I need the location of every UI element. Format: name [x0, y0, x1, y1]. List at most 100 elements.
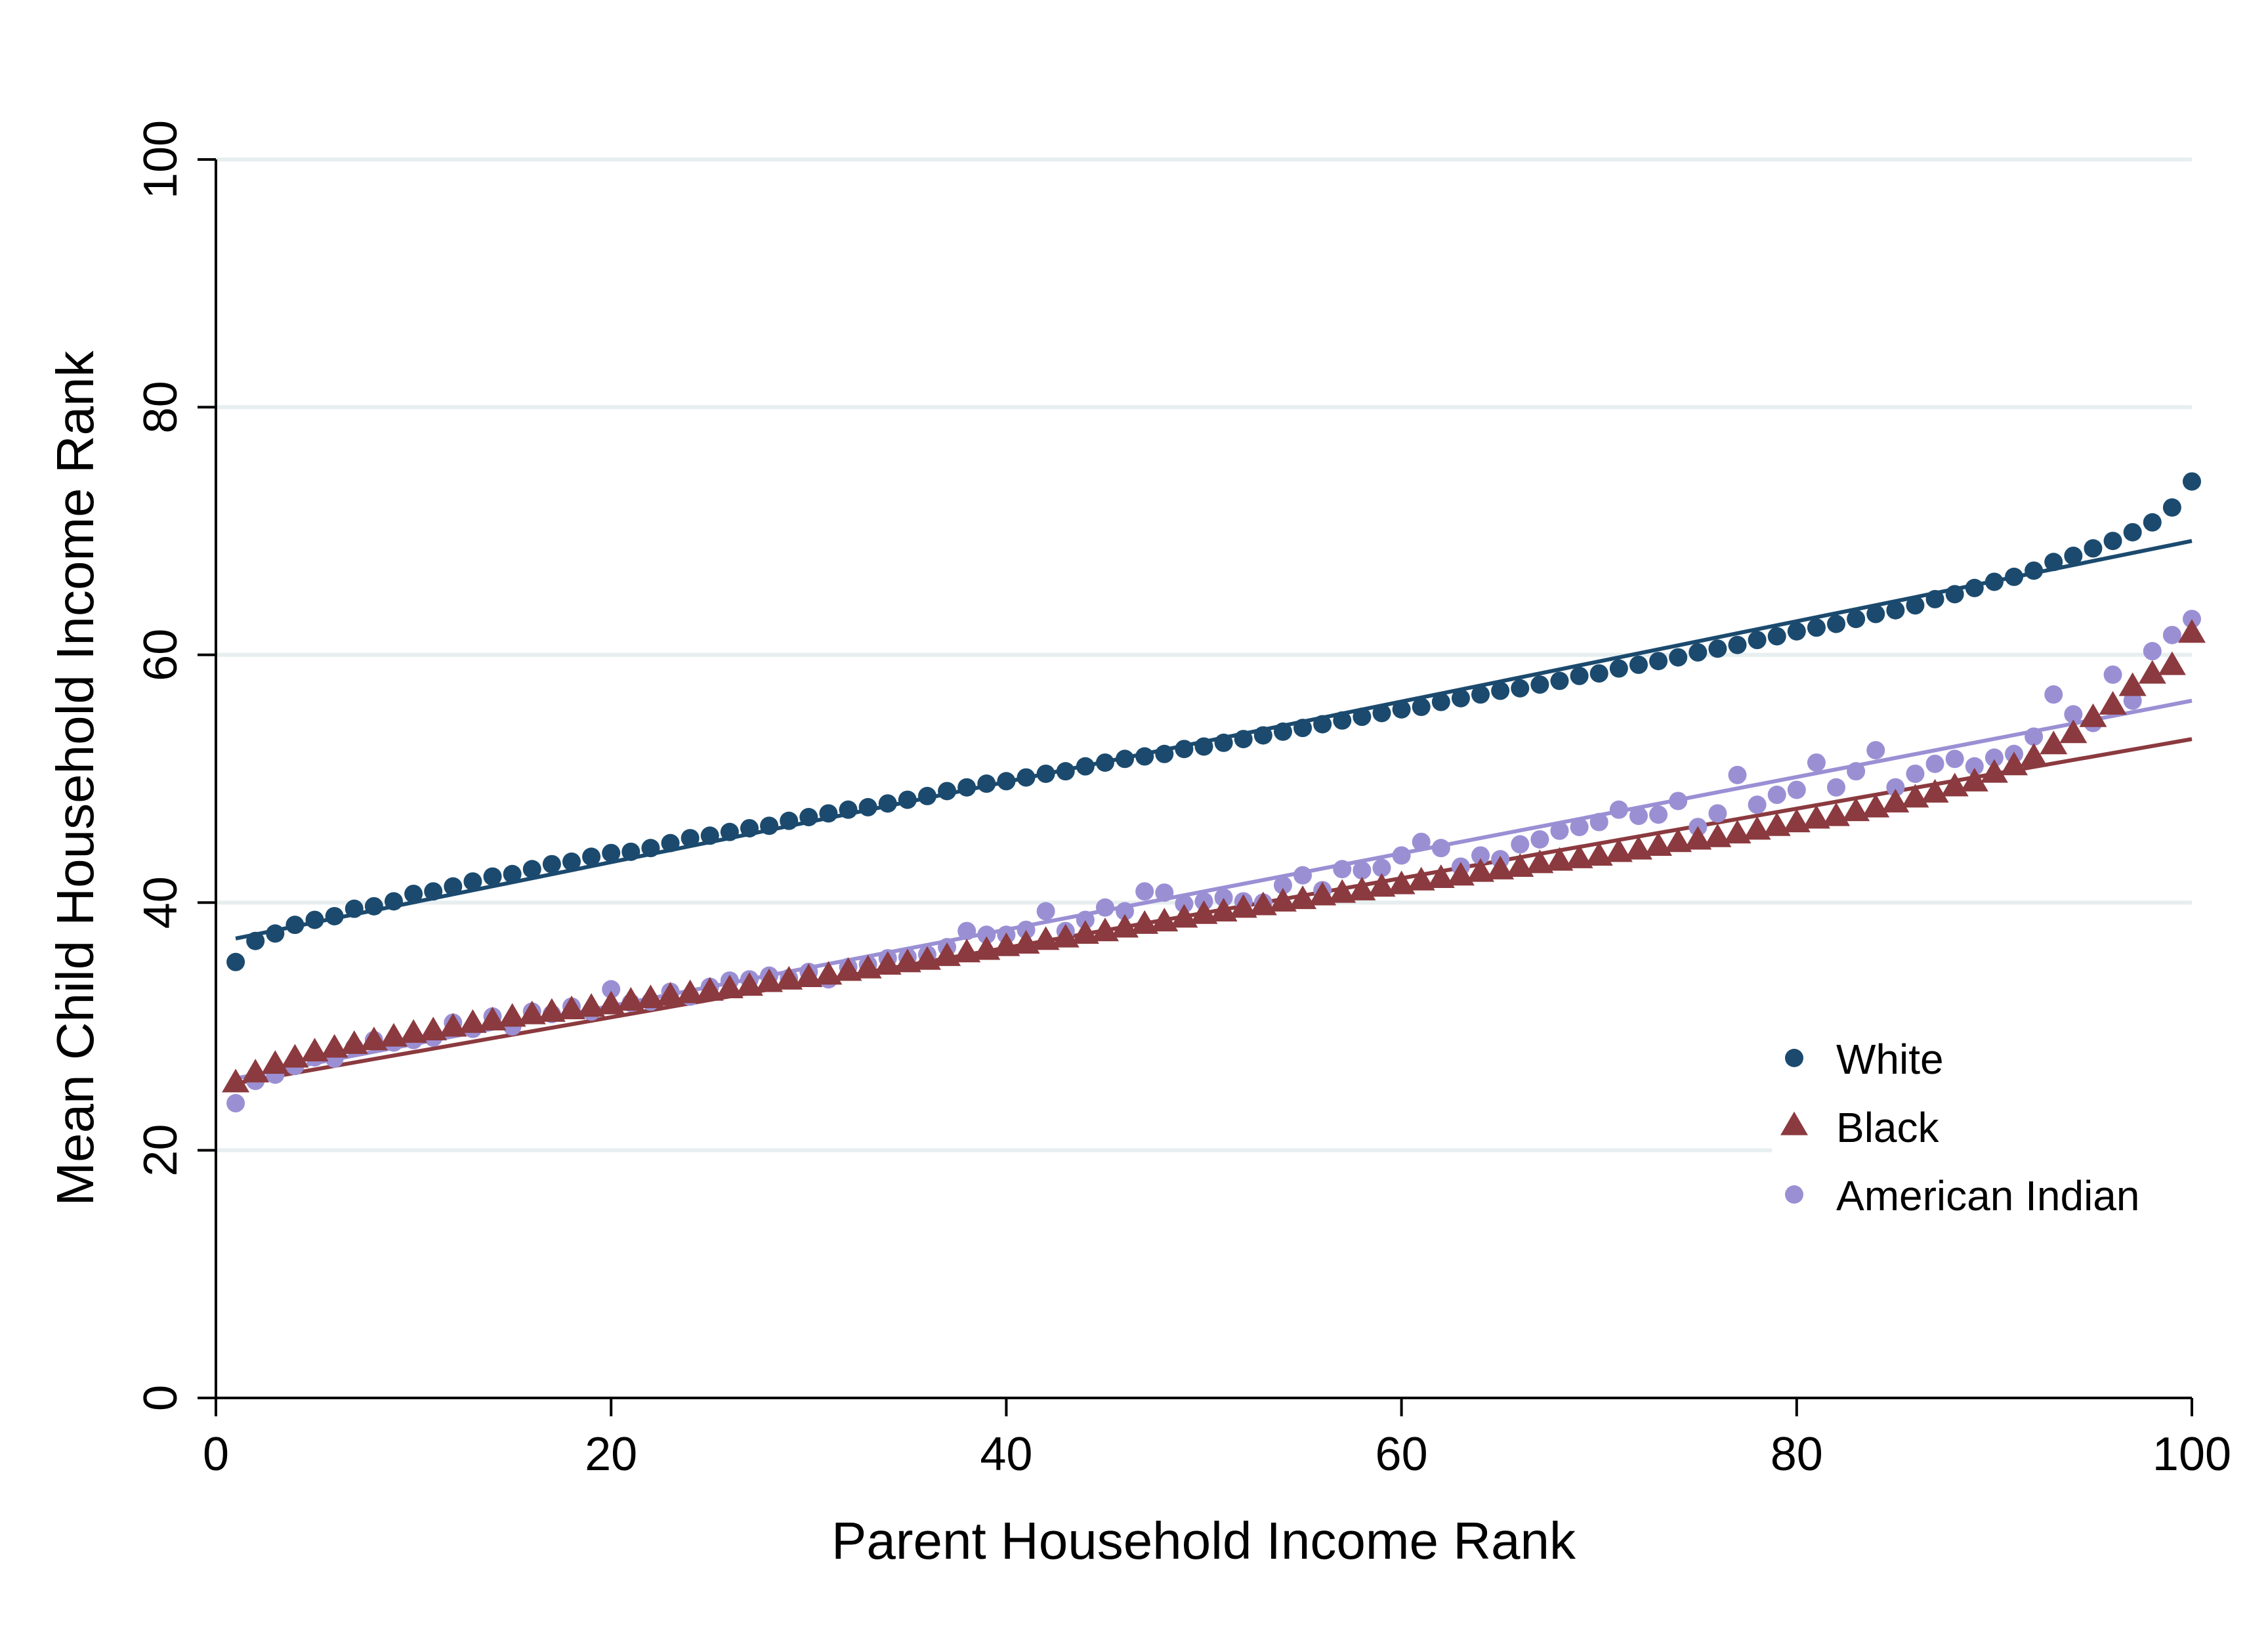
- point-black: [637, 984, 665, 1009]
- point-american-indian: [2044, 685, 2063, 704]
- point-american-indian: [1787, 780, 1806, 799]
- point-white: [2123, 522, 2142, 541]
- point-american-indian: [1036, 902, 1055, 921]
- point-white: [1017, 768, 1036, 787]
- point-white: [1036, 764, 1055, 783]
- point-black: [2138, 660, 2166, 684]
- point-white: [1886, 601, 1905, 620]
- point-american-indian: [1847, 762, 1866, 781]
- point-american-indian: [1353, 861, 1372, 880]
- point-american-indian: [1708, 804, 1727, 823]
- point-black: [1664, 828, 1692, 853]
- point-black: [873, 951, 902, 975]
- point-white: [799, 807, 818, 826]
- point-white: [1491, 681, 1510, 700]
- point-black: [1269, 887, 1297, 912]
- point-white: [1372, 704, 1391, 723]
- point-black: [1506, 853, 1534, 877]
- point-white: [1451, 688, 1470, 708]
- point-white: [463, 872, 482, 891]
- point-black: [2040, 730, 2068, 755]
- point-black: [1170, 904, 1198, 928]
- point-white: [1589, 664, 1608, 683]
- y-tick-label: 40: [135, 876, 187, 929]
- point-black: [1309, 881, 1337, 906]
- point-black: [1229, 894, 1257, 918]
- point-white: [1293, 719, 1312, 738]
- x-tick-label: 0: [203, 1428, 229, 1481]
- point-black: [1585, 842, 1613, 866]
- legend-label: Black: [1836, 1104, 1940, 1151]
- point-american-indian: [1570, 818, 1589, 837]
- point-white: [562, 852, 581, 871]
- x-tick-label: 60: [1376, 1428, 1428, 1481]
- point-american-indian: [1392, 846, 1411, 865]
- point-black: [379, 1023, 408, 1047]
- point-white: [1866, 604, 1885, 623]
- point-white: [522, 860, 541, 879]
- point-american-indian: [1609, 800, 1628, 819]
- point-white: [582, 847, 601, 866]
- point-black: [1743, 816, 1771, 840]
- point-white: [246, 931, 265, 950]
- point-american-indian: [1669, 792, 1688, 811]
- point-black: [1131, 910, 1159, 934]
- point-white: [1175, 740, 1194, 759]
- point-black: [1605, 838, 1633, 862]
- point-white: [977, 774, 996, 793]
- y-tick-label: 60: [135, 629, 187, 681]
- point-black: [400, 1019, 428, 1043]
- legend-label: White: [1836, 1036, 1944, 1083]
- point-black: [893, 948, 921, 973]
- point-white: [1273, 722, 1292, 741]
- point-black: [1921, 778, 1949, 803]
- point-black: [1980, 759, 2008, 783]
- point-black: [775, 965, 803, 990]
- point-black: [1111, 914, 1139, 938]
- point-black: [1071, 919, 1099, 944]
- series-white: [226, 472, 2201, 971]
- point-black: [2059, 719, 2088, 744]
- point-black: [537, 998, 566, 1022]
- point-white: [2183, 472, 2201, 491]
- point-white: [1906, 596, 1925, 615]
- point-white: [1135, 747, 1154, 766]
- y-tick-label: 0: [135, 1385, 187, 1411]
- point-black: [498, 1003, 526, 1027]
- point-black: [222, 1068, 250, 1093]
- point-black: [696, 977, 724, 1001]
- point-black: [1486, 855, 1515, 879]
- point-black: [1645, 832, 1673, 856]
- point-black: [1723, 820, 1752, 844]
- point-white: [266, 924, 285, 943]
- point-american-indian: [2162, 625, 2181, 644]
- point-white: [1530, 675, 1549, 694]
- point-black: [992, 932, 1020, 956]
- point-american-indian: [1550, 821, 1569, 840]
- point-american-indian: [1214, 888, 1233, 907]
- x-tick-label: 80: [1771, 1428, 1823, 1481]
- point-american-indian: [1412, 832, 1431, 851]
- point-black: [242, 1059, 270, 1083]
- point-white: [2084, 539, 2103, 558]
- point-white: [1984, 572, 2004, 591]
- point-white: [325, 906, 344, 925]
- point-american-indian: [1155, 883, 1174, 902]
- point-black: [1348, 876, 1376, 900]
- point-black: [1822, 802, 1851, 826]
- x-tick-label: 100: [2152, 1428, 2231, 1481]
- legend-item-black: Black: [1780, 1104, 1940, 1151]
- point-american-indian: [2183, 610, 2201, 629]
- point-white: [1095, 753, 1114, 772]
- point-white: [1511, 679, 1530, 698]
- point-white: [1807, 618, 1826, 637]
- point-black: [1446, 862, 1475, 886]
- point-black: [2099, 690, 2127, 715]
- point-white: [2103, 532, 2122, 551]
- point-white: [1827, 614, 1846, 633]
- point-black: [814, 961, 843, 985]
- point-white: [1313, 715, 1332, 734]
- point-black: [1467, 858, 1495, 882]
- point-american-indian: [2064, 705, 2083, 724]
